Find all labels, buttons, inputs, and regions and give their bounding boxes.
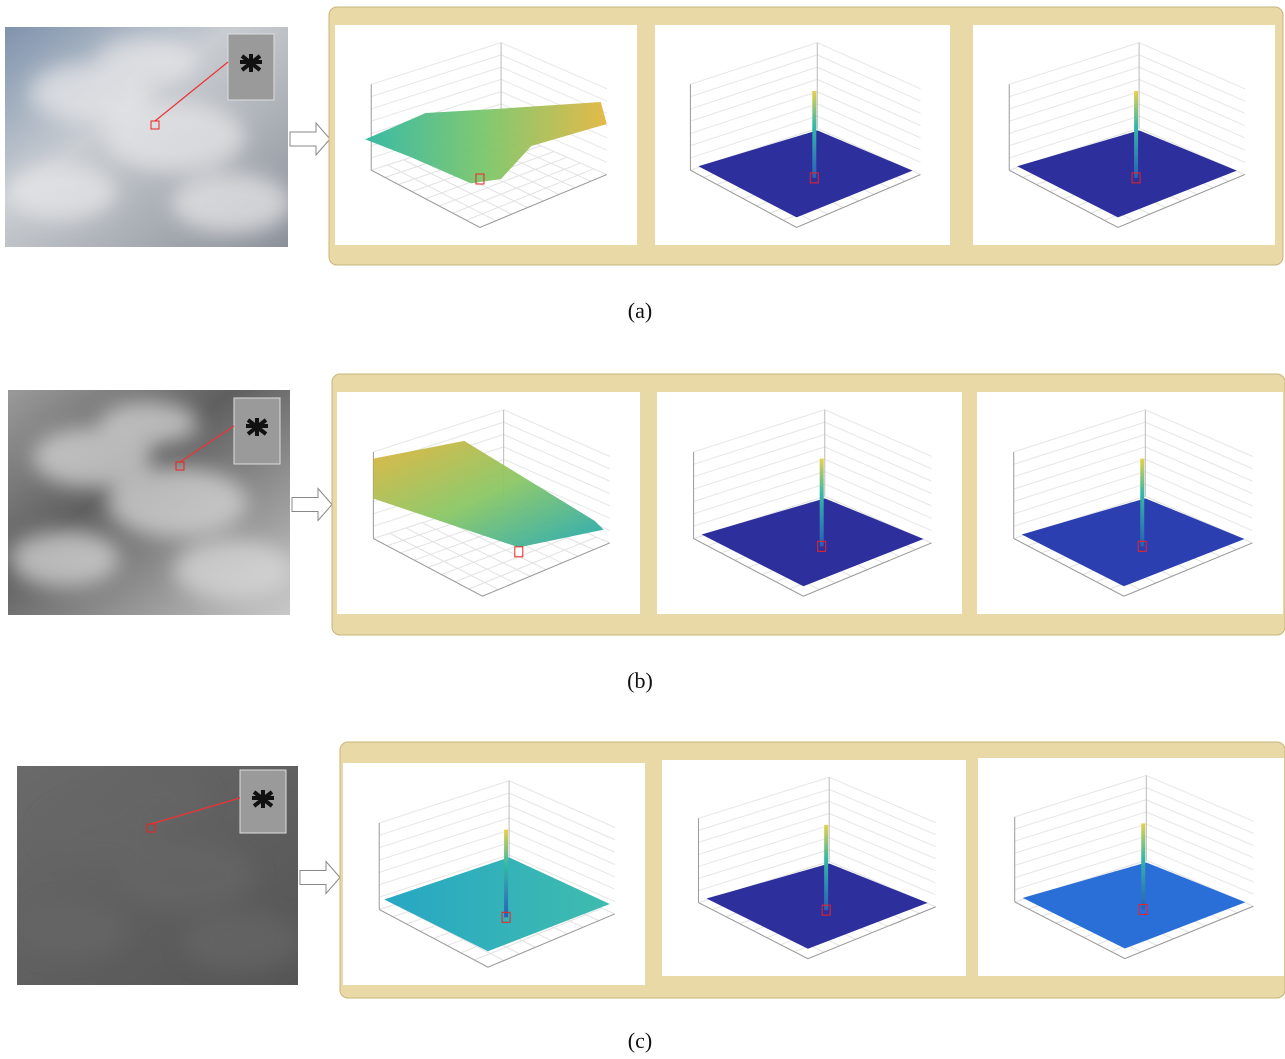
arrow	[292, 489, 332, 521]
cloud	[18, 902, 128, 958]
drone	[246, 418, 268, 436]
cloud	[7, 164, 117, 220]
cloud	[9, 531, 119, 587]
cloud	[171, 173, 291, 233]
peak	[820, 459, 824, 547]
surface-plot	[662, 760, 966, 976]
caption: (c)	[628, 1028, 652, 1053]
cloud	[97, 38, 197, 82]
surface-plot	[657, 392, 962, 614]
drone	[252, 790, 274, 808]
cloud	[182, 911, 302, 971]
surface-plot	[977, 392, 1283, 614]
figure: (a) (b) (c)	[0, 0, 1285, 1059]
surface-plot	[337, 392, 640, 614]
surface-plot	[978, 758, 1284, 976]
peak	[1141, 823, 1145, 909]
drone	[240, 54, 262, 72]
input-image	[5, 27, 330, 247]
cloud	[105, 102, 245, 172]
caption: (b)	[627, 668, 653, 693]
surface-plot	[655, 25, 950, 245]
cloud	[116, 841, 256, 911]
cloud	[99, 402, 199, 446]
input-image	[17, 766, 340, 985]
peak	[812, 91, 816, 178]
peak	[1140, 459, 1144, 547]
surface-plot	[343, 763, 645, 985]
peak	[1134, 91, 1138, 178]
arrow	[300, 862, 340, 894]
surface-plot	[335, 25, 637, 245]
peak	[504, 830, 508, 918]
cloud	[108, 777, 208, 821]
input-image	[8, 390, 332, 615]
cloud	[174, 540, 294, 600]
caption: (a)	[628, 298, 652, 323]
peak	[824, 825, 828, 910]
cloud	[107, 468, 247, 538]
surface-plot	[973, 25, 1275, 245]
arrow	[290, 123, 330, 155]
